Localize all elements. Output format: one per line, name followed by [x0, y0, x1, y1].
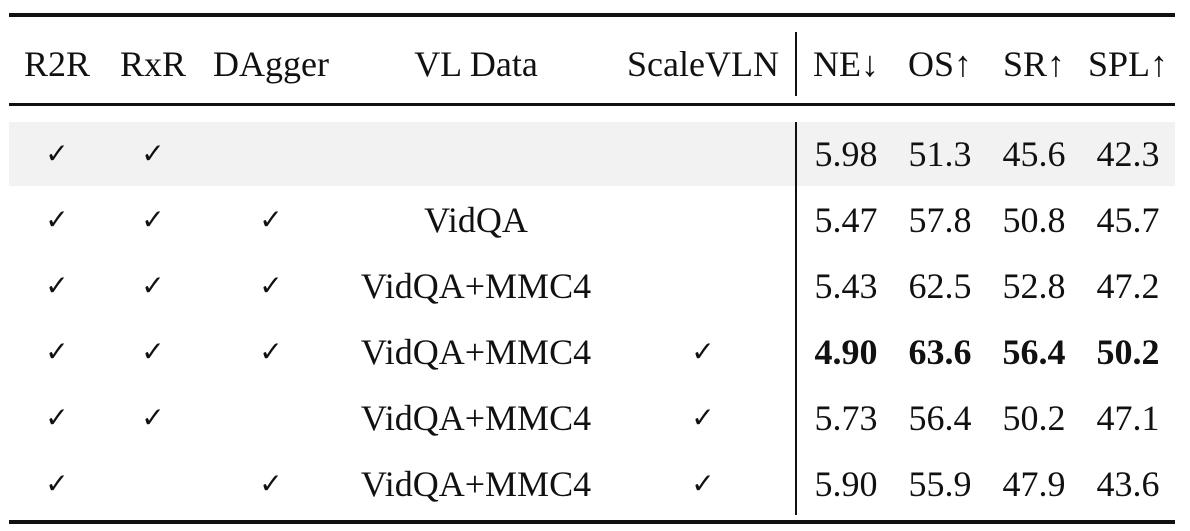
cell-ne: 4.90 [814, 332, 878, 372]
table-row: ✓ ✓ VidQA+MMC4 ✓ 5.90 55.9 47.9 43.6 [9, 452, 1175, 516]
cell-scalevln [611, 122, 795, 186]
cell-ne: 5.98 [814, 134, 878, 174]
cell-spl: 43.6 [1096, 464, 1160, 504]
cell-vl-data: VidQA [424, 200, 528, 240]
cell-rxr [105, 452, 201, 516]
cell-dagger: ✓ [259, 269, 283, 302]
cell-spl: 45.7 [1096, 200, 1160, 240]
cell-vl-data: VidQA+MMC4 [360, 266, 592, 306]
cell-spl: 42.3 [1096, 134, 1160, 174]
cell-rxr: ✓ [141, 335, 165, 368]
cell-vl-data: VidQA+MMC4 [360, 398, 592, 438]
cell-rxr: ✓ [141, 269, 165, 302]
cell-sr: 52.8 [1002, 266, 1066, 306]
cell-sr: 50.8 [1002, 200, 1066, 240]
cell-sr: 47.9 [1002, 464, 1066, 504]
cell-vl-data: VidQA+MMC4 [360, 332, 592, 372]
cell-dagger: ✓ [259, 335, 283, 368]
cell-r2r: ✓ [45, 137, 69, 170]
header-rxr: RxR [119, 44, 187, 84]
cell-sr: 56.4 [1002, 332, 1066, 372]
cell-spl: 47.2 [1096, 266, 1160, 306]
cell-os: 63.6 [908, 332, 972, 372]
header-dagger: DAgger [213, 44, 329, 84]
cell-scalevln [611, 188, 795, 252]
cell-r2r: ✓ [45, 467, 69, 500]
header-scalevln: ScaleVLN [627, 44, 779, 84]
cell-spl: 47.1 [1096, 398, 1160, 438]
cell-dagger: ✓ [259, 467, 283, 500]
cell-scalevln: ✓ [691, 401, 715, 434]
cell-r2r: ✓ [45, 203, 69, 236]
cell-spl: 50.2 [1096, 332, 1160, 372]
cell-os: 56.4 [908, 398, 972, 438]
cell-rxr: ✓ [141, 137, 165, 170]
header-spl: SPL↑ [1087, 44, 1169, 84]
table-row: ✓ ✓ ✓ VidQA 5.47 57.8 50.8 45.7 [9, 188, 1175, 252]
table-header-row: R2R RxR DAgger VL Data ScaleVLN NE↓ OS↑ … [9, 32, 1175, 96]
cell-rxr: ✓ [141, 401, 165, 434]
cell-ne: 5.47 [814, 200, 878, 240]
cell-sr: 45.6 [1002, 134, 1066, 174]
cell-dagger [201, 122, 341, 186]
table-row: ✓ ✓ ✓ VidQA+MMC4 ✓ 4.90 63.6 56.4 50.2 [9, 320, 1175, 384]
cell-os: 55.9 [908, 464, 972, 504]
cell-dagger [201, 386, 341, 450]
cell-ne: 5.73 [814, 398, 878, 438]
cell-r2r: ✓ [45, 401, 69, 434]
column-separator-header [795, 32, 797, 96]
table-row: ✓ ✓ VidQA+MMC4 ✓ 5.73 56.4 50.2 47.1 [9, 386, 1175, 450]
cell-dagger: ✓ [259, 203, 283, 236]
cell-r2r: ✓ [45, 335, 69, 368]
cell-os: 57.8 [908, 200, 972, 240]
cell-scalevln: ✓ [691, 467, 715, 500]
header-sr: SR↑ [1002, 44, 1066, 84]
top-rule [9, 13, 1175, 17]
column-separator-body [795, 122, 797, 515]
bottom-rule [9, 520, 1175, 524]
cell-os: 62.5 [908, 266, 972, 306]
cell-rxr: ✓ [141, 203, 165, 236]
header-rule [9, 103, 1175, 106]
cell-ne: 5.43 [814, 266, 878, 306]
cell-ne: 5.90 [814, 464, 878, 504]
header-r2r: R2R [23, 44, 91, 84]
table-row: ✓ ✓ ✓ VidQA+MMC4 5.43 62.5 52.8 47.2 [9, 254, 1175, 318]
cell-r2r: ✓ [45, 269, 69, 302]
cell-sr: 50.2 [1002, 398, 1066, 438]
table-row: ✓ ✓ 5.98 51.3 45.6 42.3 [9, 122, 1175, 186]
cell-vl-data: VidQA+MMC4 [360, 464, 592, 504]
header-vl-data: VL Data [414, 44, 538, 84]
cell-vl-data [341, 122, 611, 186]
cell-scalevln [611, 254, 795, 318]
cell-os: 51.3 [908, 134, 972, 174]
cell-scalevln: ✓ [691, 335, 715, 368]
header-os: OS↑ [907, 44, 973, 84]
header-ne: NE↓ [813, 44, 879, 84]
